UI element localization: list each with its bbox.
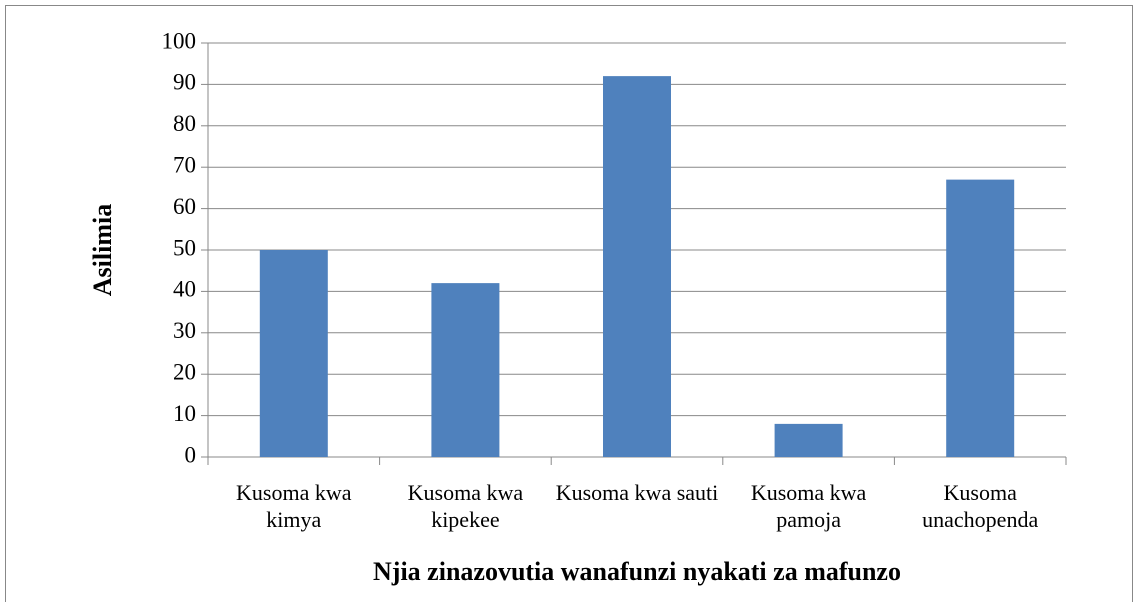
y-tick-label: 30 [173,318,196,343]
y-tick-label: 0 [185,442,197,467]
y-axis-title: Asilimia [88,204,117,296]
y-tick-label: 10 [173,401,196,426]
bar [946,179,1015,457]
chart-border [5,5,1133,602]
x-tick-label: Kusoma unachopenda [922,480,1039,532]
y-tick-label: 50 [173,235,196,260]
y-tick-label: 90 [173,70,196,95]
x-tick-label: Kusoma kwa kipekee [407,480,524,532]
bar [603,76,671,458]
y-tick-label: 80 [173,111,196,136]
y-tick-label: 60 [173,194,196,219]
bar [431,283,500,457]
x-tick-label: Kusoma kwa kimya [236,480,352,532]
y-tick-label: 70 [173,152,196,177]
bar [259,250,328,457]
y-tick-label: 40 [173,277,196,302]
bar [774,423,843,457]
x-tick-label: Kusoma kwa pamoja [750,480,867,532]
x-tick-label: Kusoma kwa sauti [555,480,719,505]
y-tick-label: 100 [162,28,197,53]
y-tick-label: 20 [173,359,196,384]
x-axis-title: Njia zinazovutia wanafunzi nyakati za ma… [373,557,901,586]
